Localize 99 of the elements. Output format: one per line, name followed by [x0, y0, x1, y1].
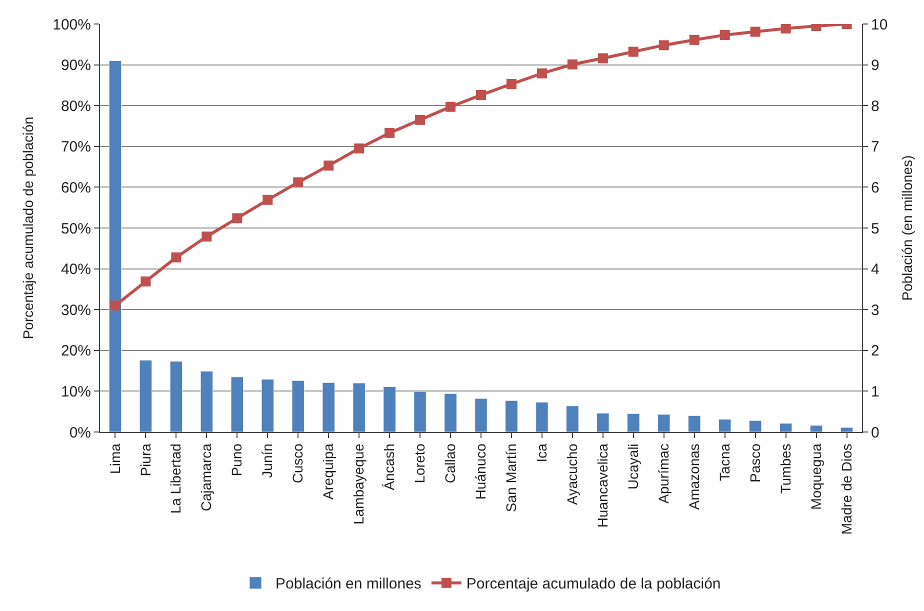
- x-tick-label: Ayacucho: [564, 443, 580, 505]
- x-tick-label: Cusco: [290, 443, 306, 484]
- point: [293, 177, 304, 188]
- point: [780, 24, 791, 34]
- bar: [810, 425, 823, 432]
- x-tick-label: Puno: [228, 443, 245, 476]
- x-tick-label: Madre de Dios: [838, 444, 854, 535]
- bar: [139, 360, 152, 432]
- bar: [779, 423, 792, 432]
- x-tick-label: San Martín: [503, 444, 520, 512]
- point: [750, 26, 760, 37]
- point: [446, 102, 456, 112]
- bar: [414, 391, 426, 432]
- bar: [596, 412, 610, 432]
- x-tick-label: Piura: [137, 443, 154, 476]
- x-tick-label: Apurímac: [655, 444, 672, 504]
- legend-label: Población en millones: [276, 576, 422, 593]
- x-tick-label: Arequipa: [320, 443, 336, 500]
- x-tick-label: Ucayali: [624, 444, 641, 490]
- point: [202, 232, 212, 242]
- x-tick-label: Pasco: [746, 443, 763, 483]
- bar: [474, 398, 488, 432]
- bar: [505, 400, 518, 432]
- point: [110, 300, 120, 311]
- y2-tick-label: 2: [871, 342, 880, 360]
- point: [324, 160, 334, 171]
- x-tick-label: Junín: [259, 444, 276, 478]
- y-tick-label: 30%: [60, 302, 91, 319]
- x-tick-label: Cajamarca: [198, 443, 214, 512]
- y-axis-title: Porcentaje acumulado de población: [20, 116, 36, 340]
- bar: [748, 420, 762, 432]
- y2-tick-label: 10: [871, 16, 888, 34]
- y-tick-label: 50%: [60, 220, 91, 238]
- point: [476, 90, 486, 100]
- point: [262, 194, 273, 205]
- x-tick-label: Amazonas: [686, 444, 702, 510]
- x-tick-label: Lima: [106, 443, 123, 474]
- point: [415, 114, 426, 125]
- point: [232, 213, 242, 224]
- y2-tick-label: 0: [871, 424, 880, 442]
- x-tick-label: Callao: [442, 443, 458, 484]
- bar: [536, 402, 548, 432]
- bar: [200, 370, 214, 432]
- bar: [566, 406, 579, 432]
- x-tick-label: Huancavelica: [594, 443, 610, 528]
- y2-axis-title: Población (en millones): [898, 155, 915, 301]
- point: [658, 40, 669, 50]
- point: [354, 143, 364, 154]
- bar: [383, 386, 396, 432]
- point: [384, 128, 395, 138]
- point: [536, 68, 547, 78]
- bar: [444, 393, 457, 432]
- bar: [352, 382, 366, 432]
- point: [598, 53, 608, 64]
- y-tick-label: 0%: [69, 424, 91, 442]
- y-tick-label: 40%: [60, 261, 91, 278]
- x-tick-label: Loreto: [412, 443, 428, 484]
- y-tick-label: 100%: [52, 16, 91, 34]
- y2-tick-label: 9: [871, 57, 880, 74]
- x-tick-label: Lambayeque: [350, 443, 367, 525]
- y2-tick-label: 8: [871, 98, 880, 115]
- y2-tick-label: 4: [871, 261, 880, 278]
- y-tick-label: 10%: [60, 383, 91, 400]
- bar: [230, 376, 244, 432]
- y2-tick-label: 7: [871, 138, 880, 156]
- y-tick-label: 90%: [60, 57, 91, 74]
- y2-tick-label: 5: [871, 220, 880, 238]
- x-tick-label: Moquegua: [808, 443, 824, 510]
- bar: [322, 382, 335, 432]
- point: [506, 78, 516, 89]
- x-tick-label: Tumbes: [777, 444, 794, 494]
- y-tick-label: 70%: [60, 138, 91, 156]
- bar: [718, 419, 732, 432]
- point: [720, 30, 730, 40]
- x-tick-label: Ica: [534, 443, 550, 462]
- bar: [108, 60, 122, 432]
- point: [171, 252, 182, 262]
- y2-tick-label: 1: [871, 383, 880, 400]
- bar: [170, 361, 183, 432]
- point: [567, 59, 578, 70]
- x-tick-label: Tacna: [716, 443, 732, 481]
- bar: [627, 413, 640, 432]
- x-tick-label: La Libertad: [168, 444, 184, 514]
- point: [689, 34, 700, 45]
- legend-label: Porcentaje acumulado de la población: [466, 576, 721, 593]
- y-tick-label: 20%: [60, 342, 91, 360]
- bar: [261, 379, 274, 432]
- point: [628, 46, 638, 57]
- point: [140, 276, 151, 286]
- x-tick-label: Áncash: [381, 444, 398, 490]
- y-tick-label: 60%: [60, 179, 91, 196]
- y2-tick-label: 3: [871, 302, 880, 319]
- bar: [292, 380, 304, 432]
- x-tick-label: Huánuco: [472, 443, 489, 500]
- y-tick-label: 80%: [60, 98, 91, 115]
- bar: [688, 415, 701, 432]
- bar: [840, 427, 854, 432]
- bar: [658, 414, 670, 432]
- y2-tick-label: 6: [871, 179, 880, 196]
